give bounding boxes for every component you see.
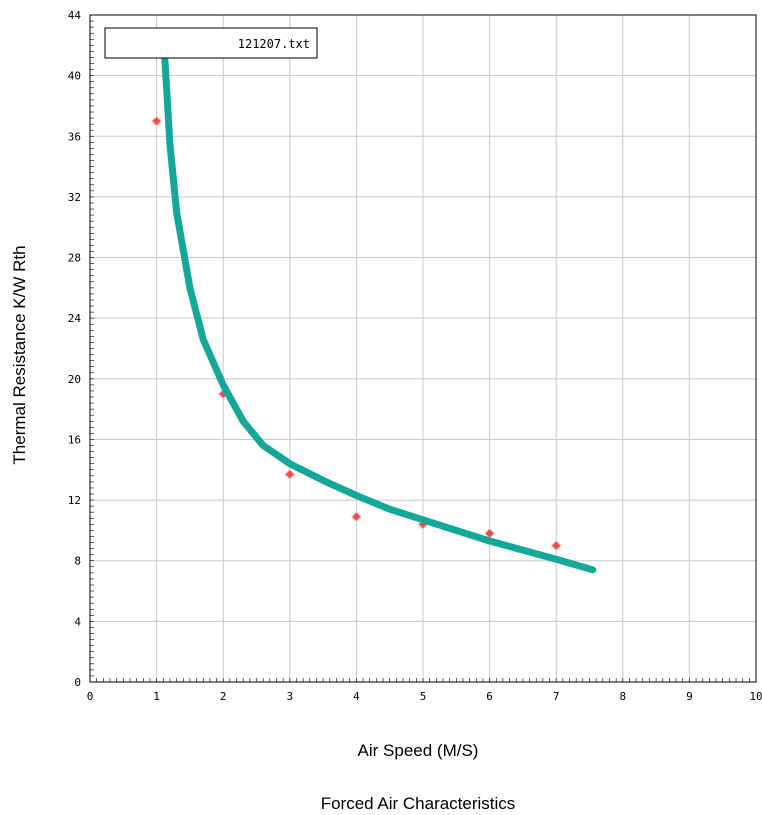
x-tick-label: 1	[153, 690, 160, 703]
x-tick-label: 2	[220, 690, 227, 703]
y-tick-label: 32	[68, 191, 81, 204]
x-tick-label: 3	[286, 690, 293, 703]
grid	[90, 15, 756, 682]
x-tick-label: 5	[420, 690, 427, 703]
legend-box: 121207.txt	[104, 27, 318, 59]
x-tick-label: 8	[619, 690, 626, 703]
y-tick-label: 8	[74, 555, 81, 568]
data-point	[550, 540, 562, 551]
x-axis-title: Air Speed (M/S)	[358, 741, 479, 760]
x-tick-label: 10	[749, 690, 762, 703]
x-tick-label: 4	[353, 690, 360, 703]
x-tick-labels: 0 1 2 3 4 5 6 7 8 9 10	[87, 690, 762, 703]
legend-label: 121207.txt	[238, 37, 310, 51]
x-tick-label: 6	[486, 690, 493, 703]
y-tick-label: 12	[68, 494, 81, 507]
y-tick-label: 4	[74, 615, 81, 628]
y-axis-title: Thermal Resistance K/W Rth	[10, 245, 29, 464]
x-tick-label: 7	[553, 690, 560, 703]
y-tick-label: 0	[74, 676, 81, 689]
data-point	[151, 115, 162, 127]
y-tick-label: 28	[68, 252, 81, 265]
chart-title: Forced Air Characteristics	[321, 794, 516, 813]
y-tick-label: 44	[68, 9, 82, 22]
plot-frame	[89, 14, 757, 683]
y-tick-label: 20	[68, 373, 81, 386]
fit-curve	[159, 29, 597, 574]
y-tick-label: 40	[68, 70, 81, 83]
x-tick-label: 9	[686, 690, 693, 703]
data-point	[284, 469, 296, 480]
y-tick-label: 36	[68, 130, 81, 143]
x-tick-label: 0	[87, 690, 94, 703]
y-tick-label: 24	[68, 312, 82, 325]
y-tick-label: 16	[68, 433, 81, 446]
y-tick-labels: 0 4 8 12 16 20 24 28 32 36 40 44	[68, 9, 82, 689]
legend-frame	[104, 27, 318, 59]
data-point	[351, 511, 362, 522]
